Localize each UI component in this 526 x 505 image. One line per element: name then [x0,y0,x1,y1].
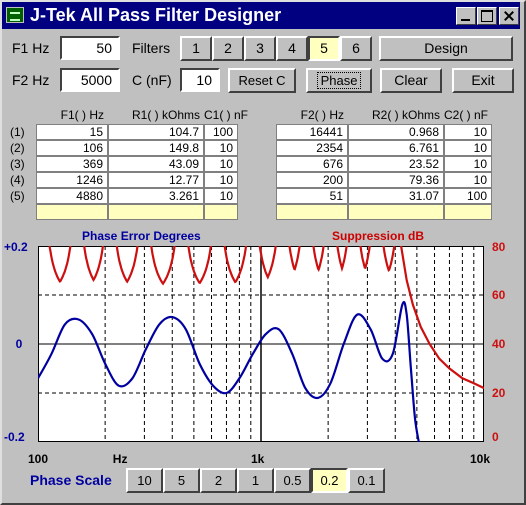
f2-label: F2 Hz [12,72,50,88]
left-table-cell[interactable]: 149.8 [108,140,204,156]
right-table-cell[interactable]: 10 [444,124,492,140]
left-input-cell[interactable] [108,204,204,220]
filter-button-5[interactable]: 5 [308,36,340,61]
reset-c-button[interactable]: Reset C [228,68,296,93]
left-axis-tick-label: -0.2 [4,430,25,444]
right-table-cell[interactable]: 10 [444,172,492,188]
left-input-cell[interactable] [204,204,238,220]
filters-label: Filters [132,40,171,56]
row-label: (2) [10,141,25,155]
left-table-cell[interactable]: 369 [36,156,108,172]
design-button[interactable]: Design [379,36,513,61]
close-icon[interactable] [499,7,519,25]
exit-button[interactable]: Exit [452,68,514,93]
row-label: (3) [10,157,25,171]
suppression-title: Suppression dB [332,229,425,243]
maximize-icon[interactable] [477,7,497,25]
left-input-cell[interactable] [36,204,108,220]
filter-button-2[interactable]: 2 [212,36,244,61]
x-axis-tick-label: Hz [112,452,128,466]
right-table-cell[interactable]: 676 [276,156,348,172]
right-table-cell[interactable]: 0.968 [348,124,444,140]
phase-scale-label: Phase Scale [30,472,112,488]
right-table-cell[interactable]: 16441 [276,124,348,140]
row-label: (1) [10,125,25,139]
phase-error-series-line [38,300,420,442]
right-table-cell[interactable]: 10 [444,140,492,156]
left-header-2: C1( ) nF [204,108,249,122]
clear-button[interactable]: Clear [380,68,442,93]
right-header-1: R2( ) kOhms [371,108,440,122]
window-title: J-Tek All Pass Filter Designer [30,5,282,25]
left-table-cell[interactable]: 10 [204,156,238,172]
left-table-cell[interactable]: 43.09 [108,156,204,172]
left-table-cell[interactable]: 3.261 [108,188,204,204]
response-chart-plot [38,246,484,442]
filter-button-6[interactable]: 6 [340,36,372,61]
right-axis-tick-label: 20 [492,386,506,400]
row-label: (5) [10,189,25,203]
filter-button-3[interactable]: 3 [244,36,276,61]
right-input-cell[interactable] [444,204,492,220]
left-table-cell[interactable]: 104.7 [108,124,204,140]
left-header-0: F1( ) Hz [60,108,104,122]
c-nf-label: C (nF) [132,72,172,88]
right-header-2: C2( ) nF [444,108,489,122]
right-header-0: F2( ) Hz [300,108,344,122]
right-table-cell[interactable]: 10 [444,156,492,172]
left-table-cell[interactable]: 100 [204,124,238,140]
f1-label: F1 Hz [12,40,50,56]
phase-scale-button-1[interactable]: 1 [237,468,274,493]
x-axis-tick-label: 100 [28,452,49,466]
filter-button-4[interactable]: 4 [276,36,308,61]
right-table-cell[interactable]: 79.36 [348,172,444,188]
left-table-cell[interactable]: 12.77 [108,172,204,188]
left-axis-tick-label: 0 [15,337,23,351]
app-icon [6,7,24,23]
right-axis-tick-label: 60 [492,288,506,302]
phase-button-label: Phase [316,72,362,89]
right-table-cell[interactable]: 200 [276,172,348,188]
filter-button-1[interactable]: 1 [180,36,212,61]
x-axis-tick-label: 10k [470,452,491,466]
right-table-cell[interactable]: 2354 [276,140,348,156]
left-table-cell[interactable]: 4880 [36,188,108,204]
phase-scale-button-0-1[interactable]: 0.1 [348,468,385,493]
right-table-cell[interactable]: 23.52 [348,156,444,172]
phase-scale-button-0-5[interactable]: 0.5 [274,468,311,493]
right-input-cell[interactable] [348,204,444,220]
phase-scale-button-10[interactable]: 10 [126,468,163,493]
left-table-cell[interactable]: 10 [204,188,238,204]
left-table-cell[interactable]: 1246 [36,172,108,188]
left-table-cell[interactable]: 10 [204,140,238,156]
phase-scale-button-0-2[interactable]: 0.2 [311,468,348,493]
phase-button[interactable]: Phase [306,68,372,93]
f1-input[interactable]: 50 [60,36,120,60]
right-table-cell[interactable]: 100 [444,188,492,204]
right-axis-tick-label: 40 [492,337,506,351]
right-table-cell[interactable]: 31.07 [348,188,444,204]
left-header-1: R1( ) kOhms [131,108,200,122]
phase-error-title: Phase Error Degrees [82,229,201,243]
c-nf-input[interactable]: 10 [180,68,220,92]
row-label: (4) [10,173,25,187]
right-axis-tick-label: 80 [492,240,506,254]
left-table-cell[interactable]: 106 [36,140,108,156]
left-axis-tick-label: +0.2 [4,240,28,254]
phase-scale-button-5[interactable]: 5 [163,468,200,493]
suppression-series-line [48,246,484,390]
right-table-cell[interactable]: 51 [276,188,348,204]
title-bar[interactable]: J-Tek All Pass Filter Designer [2,2,520,29]
minimize-icon[interactable] [456,7,476,25]
left-table-cell[interactable]: 15 [36,124,108,140]
right-input-cell[interactable] [276,204,348,220]
x-axis-tick-label: 1k [251,452,265,466]
f2-input[interactable]: 5000 [60,68,120,92]
phase-scale-button-2[interactable]: 2 [200,468,237,493]
right-table-cell[interactable]: 6.761 [348,140,444,156]
left-table-cell[interactable]: 10 [204,172,238,188]
right-axis-tick-label: 0 [492,430,499,444]
